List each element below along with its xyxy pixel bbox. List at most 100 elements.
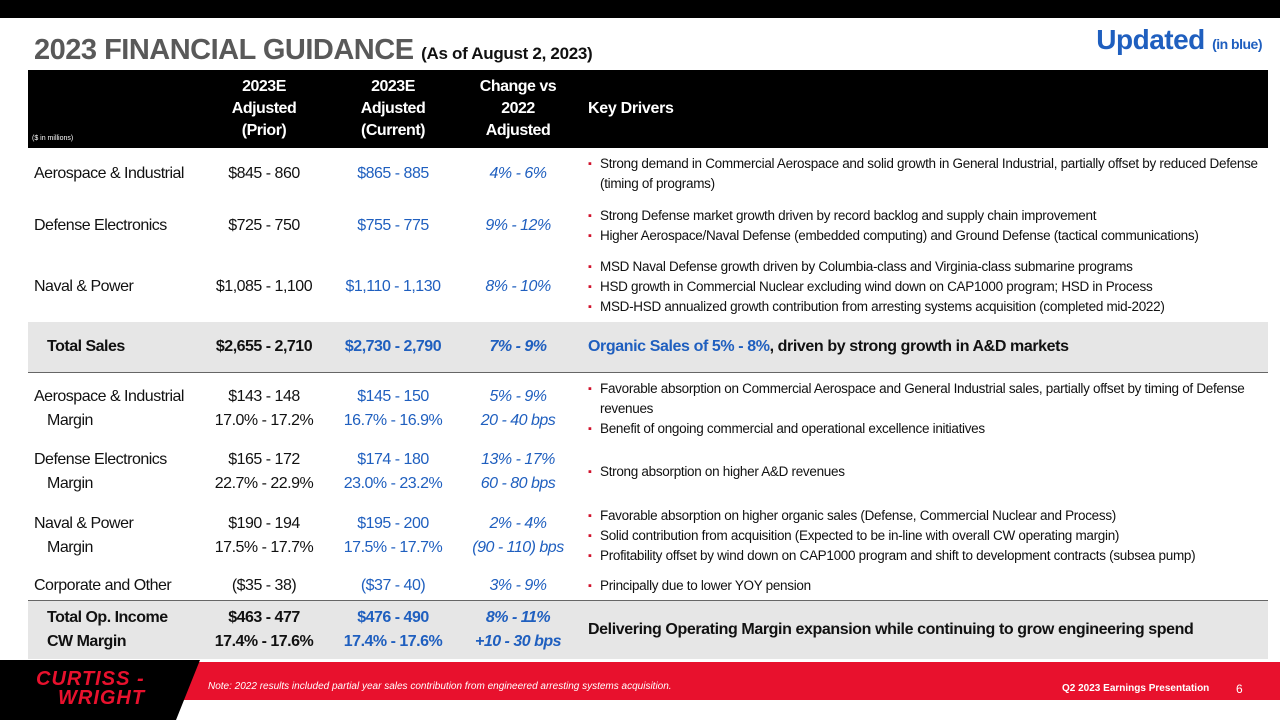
label-cell: Total Sales: [34, 322, 204, 372]
driver-text-part: Delivering Operating Margin expansion wh…: [588, 621, 1194, 638]
change-line: 4% - 6%: [489, 165, 547, 182]
driver-text-part: Organic Sales of 5% - 8%: [588, 338, 770, 355]
change-cell: 8% - 11% +10 - 30 bps: [458, 601, 578, 659]
prior-cell: $725 - 750: [200, 200, 328, 252]
driver: Strong absorption on higher A&D revenues: [588, 462, 1264, 482]
prior-line: $845 - 860: [228, 165, 300, 182]
drivers-cell: MSD Naval Defense growth driven by Colum…: [588, 252, 1264, 322]
change-cell: 8% - 10%: [458, 252, 578, 322]
header-line: (Current): [361, 122, 425, 139]
driver: Strong Defense market growth driven by r…: [588, 206, 1264, 226]
label-line: Defense Electronics: [34, 217, 167, 234]
header-line: Change vs: [479, 78, 557, 95]
prior-cell: $1,085 - 1,100: [200, 252, 328, 322]
label-line: Corporate and Other: [34, 577, 172, 594]
change-line: 20 - 40 bps: [480, 412, 556, 429]
table-row: Corporate and Other ($35 - 38) ($37 - 40) 3…: [28, 572, 1268, 600]
driver: Principally due to lower YOY pension: [588, 576, 1264, 596]
change-line: 3% - 9%: [489, 577, 547, 594]
prior-line: 17.4% - 17.6%: [214, 633, 314, 650]
table-row: Aerospace & Industrial Margin $143 - 148 17…: [28, 372, 1268, 445]
brand-line: CURTISS -: [36, 668, 145, 690]
change-cell: 9% - 12%: [458, 200, 578, 252]
drivers-cell: Delivering Operating Margin expansion wh…: [588, 601, 1264, 659]
change-cell: 13% - 17% 60 - 80 bps: [458, 444, 578, 500]
driver: MSD-HSD annualized growth contribution f…: [588, 297, 1264, 317]
header-row: ($ in millions) 2023E Adjusted (Prior) 2023E…: [28, 70, 1268, 148]
current-line: $755 - 775: [357, 217, 429, 234]
presentation-name: Q2 2023 Earnings Presentation: [1062, 683, 1210, 694]
drivers-cell: Strong absorption on higher A&D revenues: [588, 444, 1264, 500]
prior-line: 17.0% - 17.2%: [214, 412, 314, 429]
column-header: Change vs 2022 Adjusted: [458, 70, 578, 148]
prior-cell: $143 - 148 17.0% - 17.2%: [200, 373, 328, 445]
table-row: Naval & Power $1,085 - 1,100 $1,110 - 1,13…: [28, 252, 1268, 322]
page-number: 6: [1236, 682, 1243, 696]
prior-line: $725 - 750: [228, 217, 300, 234]
label-line: Margin: [47, 539, 93, 556]
current-cell: $2,730 - 2,790: [328, 322, 458, 372]
drivers-cell: Favorable absorption on Commercial Aeros…: [588, 373, 1264, 445]
drivers-cell: Organic Sales of 5% - 8%, driven by stro…: [588, 322, 1264, 372]
header-line: Adjusted: [485, 122, 551, 139]
driver: HSD growth in Commercial Nuclear excludi…: [588, 277, 1264, 297]
label-cell: Total Op. Income CW Margin: [34, 601, 204, 659]
header-line: 2022: [501, 100, 535, 117]
top-bar: [0, 0, 1280, 18]
change-line: 7% - 9%: [489, 338, 547, 355]
label-cell: Aerospace & Industrial: [34, 148, 204, 200]
column-header: Key Drivers: [588, 70, 1264, 148]
driver: Favorable absorption on higher organic s…: [588, 506, 1264, 526]
table-row: Defense Electronics Margin $165 - 172 22.7%…: [28, 444, 1268, 500]
prior-line: 17.5% - 17.7%: [214, 539, 314, 556]
label-line: Margin: [47, 412, 93, 429]
title: 2023 FINANCIAL GUIDANCE (As of August 2,…: [34, 34, 593, 67]
driver: Favorable absorption on Commercial Aeros…: [588, 379, 1264, 419]
prior-cell: $190 - 194 17.5% - 17.7%: [200, 500, 328, 572]
label-line: Total Sales: [47, 338, 125, 355]
label-cell: Naval & Power Margin: [34, 500, 204, 572]
current-cell: $865 - 885: [328, 148, 458, 200]
current-line: 17.4% - 17.6%: [343, 633, 443, 650]
label-cell: Naval & Power: [34, 252, 204, 322]
change-line: (90 - 110) bps: [472, 539, 564, 556]
units: ($ in millions): [32, 135, 74, 142]
footer-bar: [0, 662, 1280, 700]
driver-text-part: , driven by strong growth in A&D markets: [769, 338, 1069, 355]
updated-text: Updated: [1096, 24, 1205, 55]
prior-line: 22.7% - 22.9%: [214, 475, 314, 492]
drivers-cell: Strong Defense market growth driven by r…: [588, 200, 1264, 252]
change-line: +10 - 30 bps: [474, 633, 562, 650]
current-line: 16.7% - 16.9%: [343, 412, 443, 429]
label-cell: Corporate and Other: [34, 572, 204, 600]
current-cell: $755 - 775: [328, 200, 458, 252]
header-line: Adjusted: [231, 100, 297, 117]
prior-cell: ($35 - 38): [200, 572, 328, 600]
prior-cell: $165 - 172 22.7% - 22.9%: [200, 444, 328, 500]
table-row: Total Sales $2,655 - 2,710 $2,730 - 2,790 7…: [28, 322, 1268, 372]
header-line: Adjusted: [360, 100, 426, 117]
prior-cell: $463 - 477 17.4% - 17.6%: [200, 601, 328, 659]
prior-line: $1,085 - 1,100: [215, 278, 313, 295]
label-line: Total Op. Income: [47, 609, 168, 626]
table-row: Aerospace & Industrial $845 - 860 $865 - 8…: [28, 148, 1268, 200]
prior-line: $165 - 172: [228, 451, 300, 468]
drivers-cell: Strong demand in Commercial Aerospace an…: [588, 148, 1264, 200]
current-line: 17.5% - 17.7%: [343, 539, 443, 556]
current-cell: $145 - 150 16.7% - 16.9%: [328, 373, 458, 445]
driver: MSD Naval Defense growth driven by Colum…: [588, 257, 1264, 277]
title-text: 2023 FINANCIAL GUIDANCE: [34, 34, 414, 66]
change-line: 2% - 4%: [489, 515, 547, 532]
drivers-cell: Principally due to lower YOY pension: [588, 572, 1264, 600]
driver-text: Delivering Operating Margin expansion wh…: [588, 620, 1264, 640]
column-header: 2023E Adjusted (Current): [328, 70, 458, 148]
change-cell: 2% - 4% (90 - 110) bps: [458, 500, 578, 572]
driver-text: Organic Sales of 5% - 8%, driven by stro…: [588, 337, 1264, 357]
change-line: 8% - 11%: [485, 609, 551, 626]
driver: Solid contribution from acquisition (Exp…: [588, 526, 1264, 546]
change-line: 8% - 10%: [485, 278, 551, 295]
change-line: 9% - 12%: [485, 217, 551, 234]
current-line: $865 - 885: [357, 165, 429, 182]
current-line: $174 - 180: [357, 451, 429, 468]
